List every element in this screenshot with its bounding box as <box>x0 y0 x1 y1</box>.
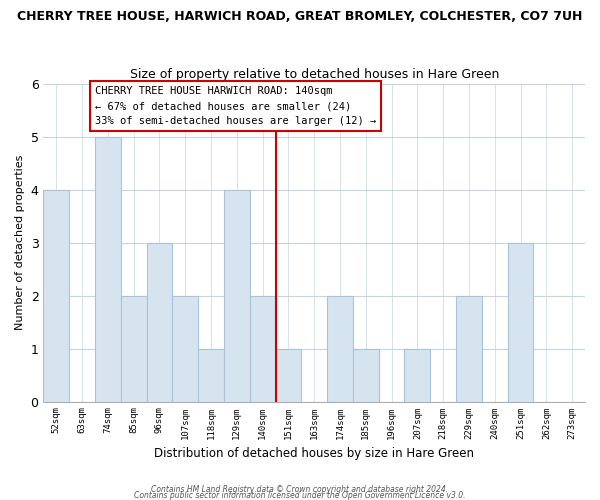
Bar <box>404 348 430 402</box>
Bar <box>508 242 533 402</box>
Bar <box>121 296 146 402</box>
Bar <box>146 242 172 402</box>
Text: CHERRY TREE HOUSE HARWICH ROAD: 140sqm
← 67% of detached houses are smaller (24): CHERRY TREE HOUSE HARWICH ROAD: 140sqm ←… <box>95 86 376 126</box>
Y-axis label: Number of detached properties: Number of detached properties <box>15 155 25 330</box>
Bar <box>95 136 121 402</box>
Text: Contains HM Land Registry data © Crown copyright and database right 2024.: Contains HM Land Registry data © Crown c… <box>151 484 449 494</box>
Bar <box>327 296 353 402</box>
Title: Size of property relative to detached houses in Hare Green: Size of property relative to detached ho… <box>130 68 499 81</box>
Bar <box>250 296 275 402</box>
Bar <box>172 296 198 402</box>
Bar <box>224 190 250 402</box>
Bar <box>198 348 224 402</box>
Bar <box>456 296 482 402</box>
Text: CHERRY TREE HOUSE, HARWICH ROAD, GREAT BROMLEY, COLCHESTER, CO7 7UH: CHERRY TREE HOUSE, HARWICH ROAD, GREAT B… <box>17 10 583 23</box>
Text: Contains public sector information licensed under the Open Government Licence v3: Contains public sector information licen… <box>134 490 466 500</box>
Bar <box>353 348 379 402</box>
Bar <box>275 348 301 402</box>
X-axis label: Distribution of detached houses by size in Hare Green: Distribution of detached houses by size … <box>154 447 474 460</box>
Bar <box>43 190 69 402</box>
